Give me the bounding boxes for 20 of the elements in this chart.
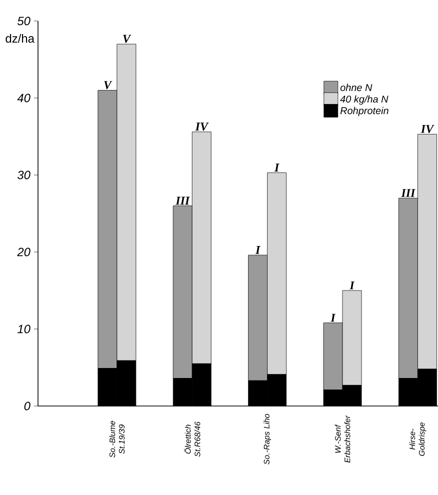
y-tick-label: 20: [17, 248, 30, 256]
annotation: V: [123, 34, 132, 43]
annotation: V: [104, 81, 112, 90]
legend-label: Rohprotein: [340, 106, 388, 116]
legend-label: ohne N: [340, 84, 372, 92]
annotation: III: [176, 196, 190, 205]
annotation: I: [274, 164, 280, 172]
annotation: IV: [420, 124, 434, 133]
annotation: I: [330, 314, 336, 322]
annotation: I: [255, 246, 260, 254]
annotation: III: [401, 189, 416, 197]
y-tick-label: 30: [17, 170, 30, 180]
y-tick-label: 0: [24, 402, 30, 410]
legend-label: 40 kg/ha N: [340, 95, 388, 105]
annotation: I: [350, 281, 355, 290]
y-tick-label: 50: [17, 16, 30, 26]
y-axis-title: dz/ha: [6, 34, 34, 43]
y-tick-label: 40: [17, 94, 30, 102]
y-tick-label: 10: [17, 324, 30, 334]
annotation: IV: [195, 122, 209, 131]
